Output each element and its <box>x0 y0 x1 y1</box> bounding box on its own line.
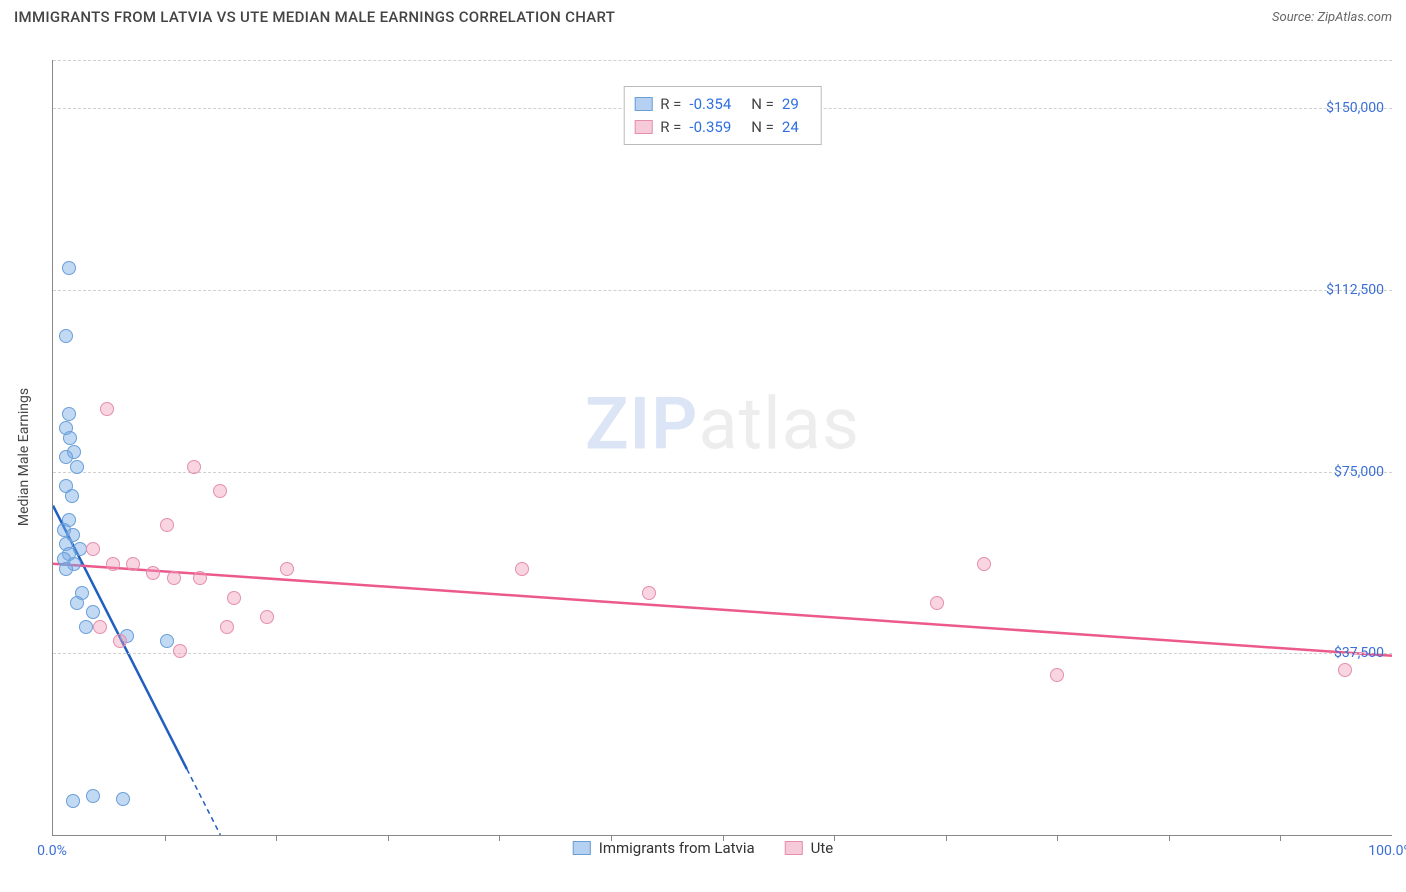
data-point <box>642 586 656 600</box>
grid-line <box>53 290 1392 291</box>
data-point <box>160 518 174 532</box>
data-point <box>86 605 100 619</box>
r-label: R = <box>660 116 681 139</box>
data-point <box>977 557 991 571</box>
data-point <box>86 542 100 556</box>
data-point <box>280 562 294 576</box>
correlation-row: R = -0.354 N = 29 <box>634 93 811 116</box>
n-value: 29 <box>782 93 799 116</box>
legend-label: Ute <box>811 839 834 857</box>
data-point <box>220 620 234 634</box>
legend-swatch <box>573 841 591 855</box>
x-tick-label: 0.0% <box>37 843 67 859</box>
data-point <box>70 460 84 474</box>
data-point <box>63 431 77 445</box>
legend-swatch <box>634 120 652 134</box>
source-name: ZipAtlas.com <box>1317 10 1392 25</box>
chart-container: Median Male Earnings ZIPatlas R = -0.354 N… <box>14 36 1392 878</box>
x-tick-mark <box>499 835 500 841</box>
data-point <box>1050 668 1064 682</box>
watermark-atlas: atlas <box>698 382 860 467</box>
n-value: 24 <box>782 116 799 139</box>
data-point <box>173 644 187 658</box>
r-value: -0.354 <box>689 93 731 116</box>
legend-label: Immigrants from Latvia <box>599 839 755 857</box>
data-point <box>146 566 160 580</box>
x-tick-mark <box>165 835 166 841</box>
correlation-row: R = -0.359 N = 24 <box>634 116 811 139</box>
y-tick-label: $75,000 <box>1334 464 1384 480</box>
data-point <box>116 792 130 806</box>
data-point <box>160 634 174 648</box>
n-label: N = <box>751 93 774 116</box>
x-tick-label: 100.0% <box>1368 843 1406 859</box>
data-point <box>86 789 100 803</box>
chart-title: IMMIGRANTS FROM LATVIA VS UTE MEDIAN MAL… <box>14 8 615 26</box>
series-legend: Immigrants from Latvia Ute <box>573 839 833 857</box>
x-tick-mark <box>1057 835 1058 841</box>
data-point <box>59 329 73 343</box>
x-tick-mark <box>1169 835 1170 841</box>
chart-header: IMMIGRANTS FROM LATVIA VS UTE MEDIAN MAL… <box>0 0 1406 30</box>
x-tick-mark <box>834 835 835 841</box>
data-point <box>213 484 227 498</box>
plot-area: ZIPatlas R = -0.354 N = 29 R = -0.359 N = 24 $3… <box>52 60 1392 836</box>
watermark: ZIPatlas <box>585 382 860 467</box>
data-point <box>227 591 241 605</box>
legend-item: Ute <box>785 839 834 857</box>
data-point <box>167 571 181 585</box>
y-axis-title: Median Male Earnings <box>16 388 32 526</box>
data-point <box>193 571 207 585</box>
data-point <box>65 489 79 503</box>
r-value: -0.359 <box>689 116 731 139</box>
trend-line <box>53 564 1392 656</box>
data-point <box>187 460 201 474</box>
data-point <box>93 620 107 634</box>
trend-line-extrapolated <box>187 769 220 835</box>
legend-swatch <box>634 97 652 111</box>
r-label: R = <box>660 93 681 116</box>
data-point <box>79 620 93 634</box>
y-tick-label: $112,500 <box>1326 282 1384 298</box>
source-label: Source: <box>1272 10 1314 25</box>
data-point <box>100 402 114 416</box>
data-point <box>62 407 76 421</box>
watermark-zip: ZIP <box>585 382 698 467</box>
data-point <box>260 610 274 624</box>
trend-lines <box>53 60 1392 835</box>
data-point <box>113 634 127 648</box>
correlation-legend: R = -0.354 N = 29 R = -0.359 N = 24 <box>623 86 822 145</box>
data-point <box>66 794 80 808</box>
n-label: N = <box>751 116 774 139</box>
grid-line <box>53 472 1392 473</box>
data-point <box>515 562 529 576</box>
data-point <box>1338 663 1352 677</box>
legend-swatch <box>785 841 803 855</box>
x-tick-mark <box>276 835 277 841</box>
data-point <box>70 596 84 610</box>
data-point <box>106 557 120 571</box>
x-tick-mark <box>1280 835 1281 841</box>
legend-item: Immigrants from Latvia <box>573 839 755 857</box>
y-tick-label: $37,500 <box>1334 645 1384 661</box>
grid-line <box>53 60 1392 61</box>
grid-line <box>53 653 1392 654</box>
data-point <box>930 596 944 610</box>
data-point <box>59 562 73 576</box>
data-point <box>126 557 140 571</box>
data-point <box>62 261 76 275</box>
chart-source: Source: ZipAtlas.com <box>1272 10 1392 25</box>
x-tick-mark <box>388 835 389 841</box>
x-tick-mark <box>946 835 947 841</box>
y-tick-label: $150,000 <box>1326 100 1384 116</box>
